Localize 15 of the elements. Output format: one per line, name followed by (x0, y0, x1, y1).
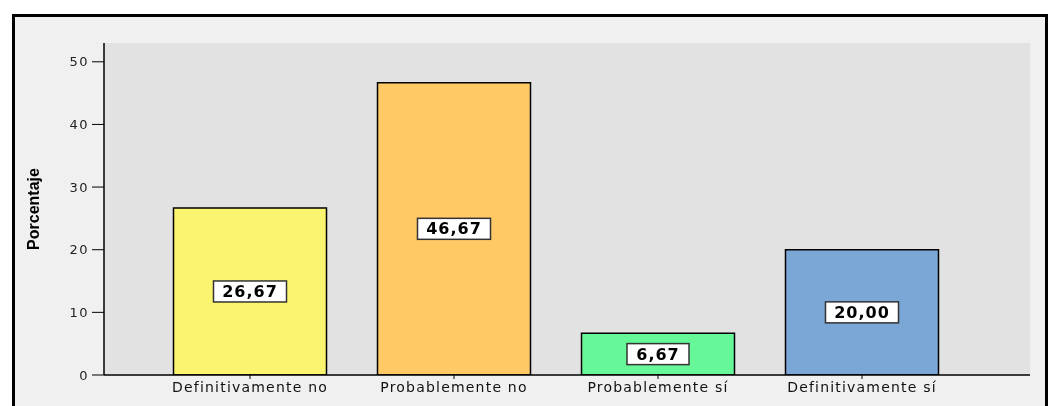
data-label: 6,67 (636, 344, 680, 364)
x-tick-label: Definitivamente sí (787, 378, 937, 395)
y-tick-label: 10 (69, 304, 89, 320)
y-tick-label: 20 (69, 242, 89, 258)
data-label: 20,00 (834, 302, 890, 322)
y-tick-label: 30 (69, 179, 89, 195)
y-tick-label: 0 (79, 367, 89, 383)
data-label: 46,67 (426, 219, 482, 239)
y-tick-label: 50 (69, 54, 89, 70)
x-tick-label: Definitivamente no (172, 378, 328, 395)
data-label: 26,67 (222, 281, 278, 301)
y-tick-label: 40 (69, 117, 89, 133)
x-tick-label: Probablemente no (380, 378, 528, 395)
x-tick-label: Probablemente sí (587, 378, 729, 395)
y-axis-title: Porcentaje (24, 167, 42, 250)
